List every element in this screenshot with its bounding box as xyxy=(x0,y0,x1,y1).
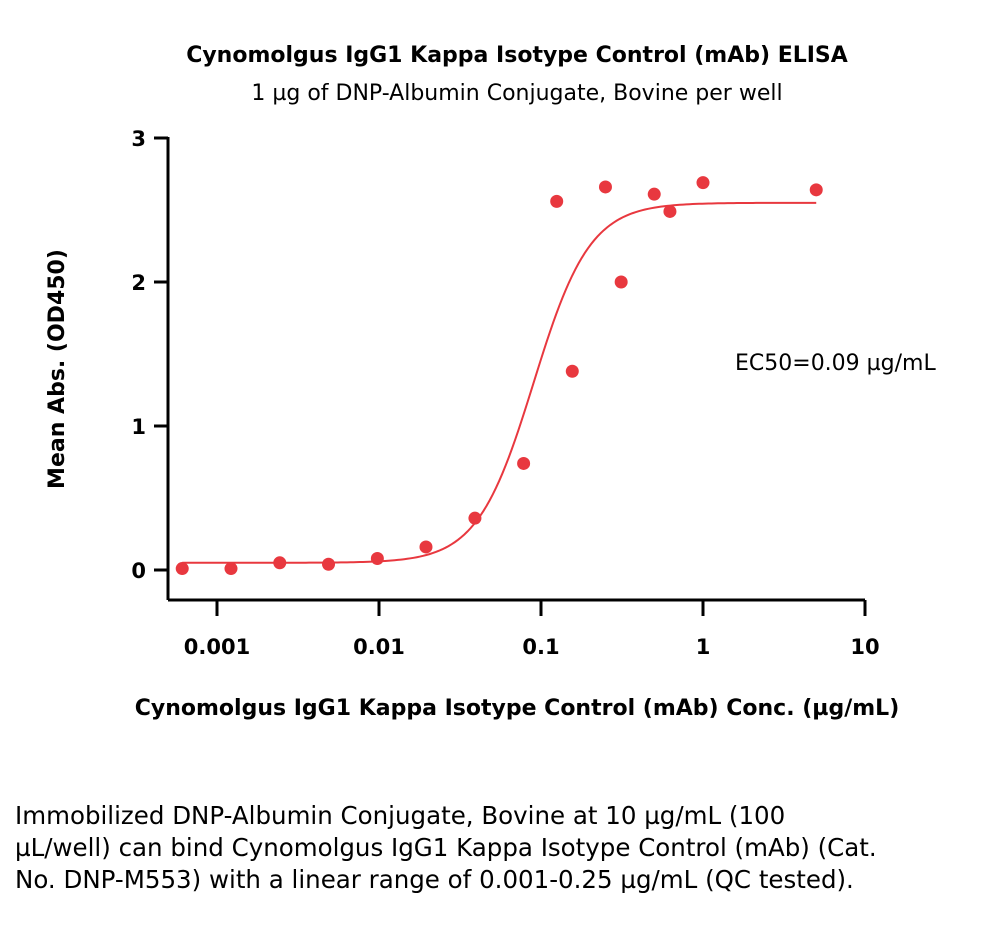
fit-curve-layer xyxy=(182,201,817,564)
data-point xyxy=(598,180,612,194)
data-point xyxy=(175,562,189,576)
ec50-annotation: EC50=0.09 µg/mL xyxy=(735,351,936,376)
y-tick-label: 2 xyxy=(131,271,146,295)
data-point xyxy=(614,275,628,289)
y-tick-label: 0 xyxy=(131,559,146,583)
x-tick-label: 0.001 xyxy=(184,635,250,659)
x-axis-label: Cynomolgus IgG1 Kappa Isotype Control (m… xyxy=(135,696,900,721)
chart-title: Cynomolgus IgG1 Kappa Isotype Control (m… xyxy=(186,43,848,68)
data-point xyxy=(224,562,238,576)
data-point xyxy=(809,183,823,197)
y-axis-label: Mean Abs. (OD450) xyxy=(45,249,70,489)
fit-curve xyxy=(182,201,817,564)
data-point xyxy=(419,540,433,554)
x-tick-label: 0.01 xyxy=(353,635,405,659)
x-tick-label: 10 xyxy=(850,635,879,659)
data-point xyxy=(550,194,564,208)
data-point xyxy=(647,187,661,201)
x-tick-label: 0.1 xyxy=(522,635,559,659)
data-point xyxy=(468,511,482,525)
data-point xyxy=(565,364,579,378)
data-point xyxy=(322,557,336,571)
data-point xyxy=(273,556,287,570)
data-point xyxy=(696,176,710,190)
data-points xyxy=(175,176,823,576)
chart: Cynomolgus IgG1 Kappa Isotype Control (m… xyxy=(45,43,936,721)
y-tick-label: 1 xyxy=(131,415,146,439)
data-point xyxy=(370,551,384,565)
data-point xyxy=(517,456,531,470)
axes: 0 1 2 3 0.001 0.01 0.1 1 10 xyxy=(131,127,879,659)
y-tick-label: 3 xyxy=(131,127,146,151)
x-tick-label: 1 xyxy=(696,635,711,659)
data-point xyxy=(663,204,677,218)
chart-subtitle: 1 µg of DNP-Albumin Conjugate, Bovine pe… xyxy=(251,81,782,106)
figure-caption: Immobilized DNP-Albumin Conjugate, Bovin… xyxy=(15,801,877,894)
